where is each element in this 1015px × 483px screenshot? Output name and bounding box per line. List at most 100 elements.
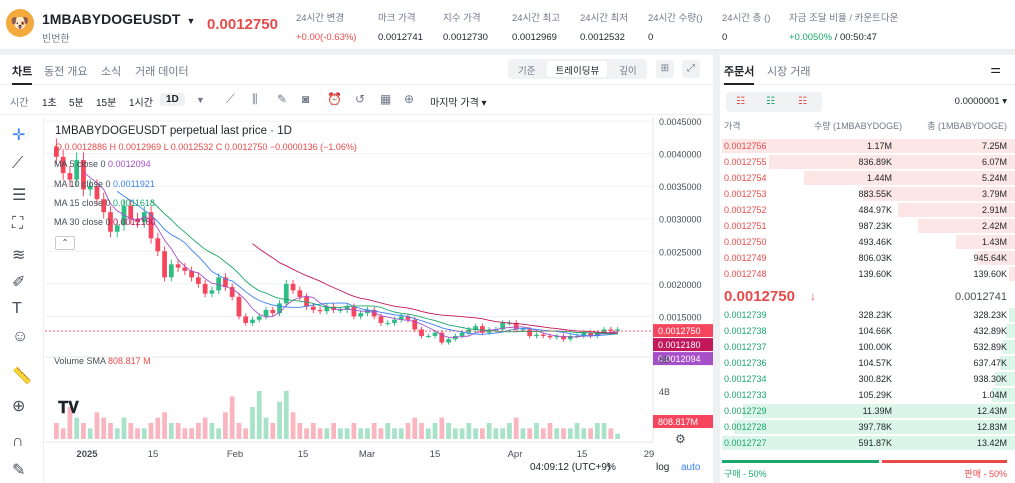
ma30-tag: 0.0012180 bbox=[658, 340, 701, 350]
depth-bar bbox=[733, 420, 1015, 434]
candle-body bbox=[601, 329, 607, 333]
bid-price: 0.0012733 bbox=[724, 390, 767, 400]
brush-icon[interactable]: ✐ bbox=[12, 274, 26, 291]
tab-coin-overview[interactable]: 동전 개요 bbox=[44, 66, 88, 78]
replay-icon[interactable]: ↺ bbox=[355, 92, 366, 106]
trendline-icon[interactable]: ⟋ bbox=[12, 155, 24, 172]
collapse-legend-icon[interactable]: ⌃ bbox=[55, 236, 75, 250]
magnet-icon[interactable]: ∩ bbox=[12, 433, 24, 450]
candle-body bbox=[432, 332, 438, 336]
percent-toggle[interactable]: % bbox=[607, 462, 616, 473]
layout-asks-icon[interactable]: ☷ bbox=[798, 96, 807, 107]
candle-body bbox=[493, 329, 499, 331]
view-basic[interactable]: 기준 bbox=[518, 66, 536, 77]
ask-row[interactable]: 0.0012753 883.55K 3.79M bbox=[720, 186, 1015, 202]
lock-icon[interactable]: ✎ bbox=[12, 462, 26, 479]
candle-body bbox=[608, 329, 614, 331]
interval-15m[interactable]: 15분 bbox=[96, 98, 117, 109]
view-tradingview[interactable]: 트레이딩뷰 bbox=[547, 61, 608, 77]
bid-row[interactable]: 0.0012736 104.57K 637.47K bbox=[720, 355, 1015, 371]
fib-icon[interactable]: ≋ bbox=[12, 247, 26, 264]
candle-body bbox=[561, 335, 566, 340]
grid-layout-icon[interactable]: ⊞ bbox=[656, 60, 674, 78]
settings-sliders-icon[interactable]: ⚌ bbox=[990, 62, 1001, 76]
bid-price: 0.0012739 bbox=[724, 310, 767, 320]
draw-icon[interactable]: ✎ bbox=[277, 92, 288, 106]
ask-row[interactable]: 0.0012748 139.60K 139.60K bbox=[720, 266, 1015, 282]
text-tool-icon[interactable]: T bbox=[12, 300, 22, 317]
candle-body bbox=[446, 339, 451, 343]
volume-bar bbox=[297, 423, 303, 439]
volume-bar bbox=[168, 423, 174, 439]
candle-body bbox=[270, 309, 276, 314]
candle-type-icon[interactable]: ⫼ bbox=[252, 92, 258, 106]
ask-row[interactable]: 0.0012750 493.46K 1.43M bbox=[720, 234, 1015, 250]
stat-value: 0.0012969 bbox=[512, 32, 557, 43]
interval-5m[interactable]: 5분 bbox=[69, 98, 84, 109]
pattern-icon[interactable]: ⛶ bbox=[12, 215, 24, 232]
fullscreen-icon[interactable]: ⤢ bbox=[682, 60, 700, 78]
caret-down-icon[interactable]: ▼ bbox=[186, 16, 196, 26]
price-chart[interactable]: 0.0045000 0.0040000 0.0035000 0.0030000 0.00… bbox=[45, 117, 713, 483]
bid-row[interactable]: 0.0012739 328.23K 328.23K bbox=[720, 307, 1015, 323]
bid-price: 0.0012738 bbox=[724, 326, 767, 336]
ask-row[interactable]: 0.0012751 987.23K 2.42M bbox=[720, 218, 1015, 234]
candle-body bbox=[615, 329, 620, 331]
volume-bar bbox=[480, 428, 485, 439]
volume-bar bbox=[175, 423, 181, 439]
price-type-select[interactable]: 마지막 가격 ▾ bbox=[430, 98, 487, 109]
ask-row[interactable]: 0.0012749 806.03K 945.64K bbox=[720, 250, 1015, 266]
tick-size-select[interactable]: 0.0000001 ▾ bbox=[954, 96, 1007, 107]
crosshair-icon[interactable]: ✛ bbox=[12, 127, 26, 144]
indicator-icon[interactable]: ⟋ bbox=[226, 92, 235, 106]
interval-1h[interactable]: 1시간 bbox=[129, 98, 153, 109]
log-toggle[interactable]: log bbox=[656, 462, 670, 473]
ask-row[interactable]: 0.0012755 836.89K 6.07M bbox=[720, 154, 1015, 170]
add-icon[interactable]: ⊕ bbox=[404, 92, 415, 106]
ask-price: 0.0012751 bbox=[724, 221, 767, 231]
tab-order-book[interactable]: 주문서 bbox=[724, 63, 755, 85]
bid-row[interactable]: 0.0012737 100.00K 532.89K bbox=[720, 339, 1015, 355]
interval-1d[interactable]: 1D bbox=[160, 93, 185, 106]
tab-market-trades[interactable]: 시장 거래 bbox=[767, 66, 811, 78]
candle-body bbox=[412, 319, 418, 330]
tab-news[interactable]: 소식 bbox=[101, 66, 122, 78]
bid-row[interactable]: 0.0012727 591.87K 13.42M bbox=[720, 435, 1015, 451]
candle-body bbox=[588, 332, 593, 336]
interval-dropdown-icon[interactable]: ▼ bbox=[196, 95, 205, 105]
ask-row[interactable]: 0.0012754 1.44M 5.24M bbox=[720, 170, 1015, 186]
camera-icon[interactable]: ◙ bbox=[302, 92, 310, 106]
interval-1s[interactable]: 1초 bbox=[42, 98, 57, 109]
volume-bar bbox=[588, 428, 593, 439]
last-price: 0.0012750 bbox=[207, 16, 278, 33]
horizontal-lines-icon[interactable]: ☰ bbox=[12, 187, 27, 204]
candle-body bbox=[229, 287, 235, 297]
volume-tag-bg bbox=[653, 415, 713, 428]
bid-row[interactable]: 0.0012728 397.78K 12.83M bbox=[720, 419, 1015, 435]
emoji-icon[interactable]: ☺ bbox=[12, 328, 29, 345]
bid-row[interactable]: 0.0012738 104.66K 432.89K bbox=[720, 323, 1015, 339]
tab-trade-data[interactable]: 거래 데이터 bbox=[135, 66, 189, 78]
ruler-icon[interactable]: 📏 bbox=[12, 368, 32, 385]
layout-bids-icon[interactable]: ☷ bbox=[766, 96, 775, 107]
bid-total: 1.04M bbox=[981, 390, 1007, 400]
symbol-selector[interactable]: 1MBABYDOGEUSDT ▼ bbox=[42, 11, 196, 27]
ask-row[interactable]: 0.0012756 1.17M 7.25M bbox=[720, 138, 1015, 154]
ask-row[interactable]: 0.0012752 484.97K 2.91M bbox=[720, 202, 1015, 218]
auto-toggle[interactable]: auto bbox=[681, 462, 701, 473]
bid-total: 12.83M bbox=[976, 422, 1007, 432]
tab-chart[interactable]: 차트 bbox=[12, 63, 33, 85]
alarm-icon[interactable]: ⏰ bbox=[327, 92, 342, 106]
calendar-icon[interactable]: ▦ bbox=[380, 92, 392, 106]
bid-row[interactable]: 0.0012729 11.39M 12.43M bbox=[720, 403, 1015, 419]
layout-both-icon[interactable]: ☷ bbox=[736, 96, 745, 107]
zoom-in-icon[interactable]: ⊕ bbox=[12, 398, 26, 415]
legend-ma15: MA 15 close 0 0.0011618 bbox=[54, 198, 155, 208]
settings-gear-icon[interactable]: ⚙ bbox=[675, 432, 686, 446]
candle-body bbox=[175, 264, 181, 268]
candle-body bbox=[425, 335, 431, 337]
view-depth[interactable]: 깊이 bbox=[619, 66, 637, 77]
bid-row[interactable]: 0.0012733 105.29K 1.04M bbox=[720, 387, 1015, 403]
candle-body bbox=[439, 332, 445, 343]
bid-row[interactable]: 0.0012734 300.82K 938.30K bbox=[720, 371, 1015, 387]
